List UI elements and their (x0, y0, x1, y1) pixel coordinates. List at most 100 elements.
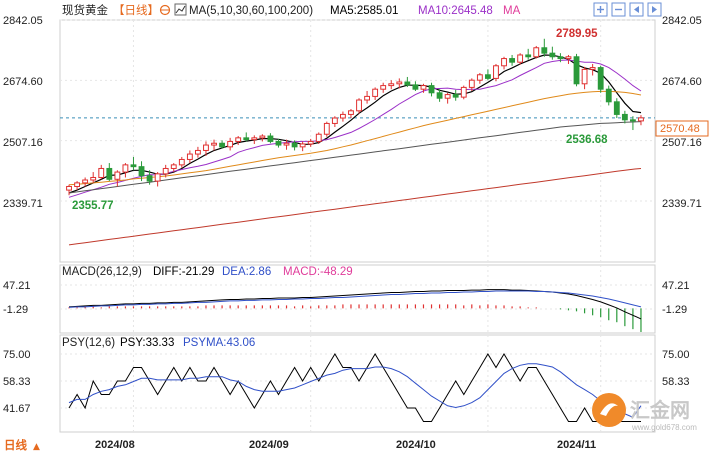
candle-body (178, 158, 185, 166)
period-tab-label[interactable]: 日线 (4, 438, 27, 452)
x-tick-1: 2024/09 (249, 439, 289, 451)
candle-body (348, 110, 354, 115)
candle-body (476, 74, 483, 81)
y-tick-right-2: 2507.16 (662, 137, 702, 149)
psy-lines (68, 353, 642, 422)
ma-toggle-icon[interactable] (174, 3, 187, 16)
candle-body (259, 135, 266, 139)
candle-body (485, 74, 491, 79)
x-tick-0: 2024/08 (95, 439, 135, 451)
candle-body (299, 143, 306, 148)
candle-body (307, 140, 314, 145)
psy-y-tick-left-2: 41.67 (3, 403, 31, 415)
candle-body (404, 81, 411, 86)
ma-params: MA(5,10,30,60,100,200) (189, 5, 313, 17)
psy-y-tick-right-1: 58.33 (662, 376, 690, 388)
psy-panel-frame (59, 334, 656, 433)
candle-body (122, 164, 129, 173)
candle-body (219, 142, 226, 148)
y-tick-left-1: 2674.60 (3, 76, 43, 88)
price-series (68, 54, 642, 246)
candle-body (452, 94, 459, 98)
candle-body (170, 164, 177, 169)
candle-body (493, 65, 499, 79)
candle-body (638, 117, 644, 122)
candle-body (428, 85, 435, 94)
period-tab-arrow-icon[interactable]: ▲ (33, 442, 40, 452)
macd-value: MACD:-48.29 (283, 266, 353, 278)
candle-body (66, 185, 72, 191)
candle-body (605, 88, 612, 103)
candle-body (251, 137, 258, 141)
candle-body (82, 179, 89, 184)
candle-body (106, 167, 113, 180)
candle-body (460, 86, 467, 98)
ma-line-ma200 (68, 168, 642, 246)
y-tick-left-0: 2842.05 (3, 15, 43, 27)
ma-more[interactable]: MA (503, 5, 521, 17)
psy-y-tick-right-0: 75.00 (662, 349, 690, 361)
period-label[interactable]: 【日线】 (113, 3, 159, 17)
candle-body (114, 171, 121, 180)
macd-dea: DEA:2.86 (222, 266, 271, 278)
ma-line-ma5 (68, 54, 642, 194)
arrow-left-icon[interactable] (629, 2, 644, 17)
instrument-name: 现货黄金 (62, 3, 108, 17)
candle-body (154, 173, 161, 182)
candle-body (517, 54, 524, 63)
grid (59, 19, 656, 433)
candle-body (356, 99, 362, 112)
candle-body (243, 137, 250, 141)
candle-body (613, 101, 620, 115)
candle-body (323, 122, 330, 135)
candle-body (340, 113, 346, 119)
macd-diff: DIFF:-21.29 (153, 266, 214, 278)
candle-body (573, 56, 580, 85)
y-tick-right-0: 2842.05 (662, 15, 702, 27)
candle-body (98, 167, 105, 178)
psy-y-tick-left-0: 75.00 (3, 349, 31, 361)
candle-body (412, 84, 419, 90)
candle-body (436, 92, 443, 99)
psy-y-tick-left-1: 58.33 (3, 376, 31, 388)
candle-body (533, 47, 540, 58)
arrow-right-icon[interactable] (647, 2, 662, 17)
y-tick-left-2: 2507.16 (3, 137, 43, 149)
candle-body (380, 85, 387, 90)
candle-body (130, 164, 137, 168)
candle-body (364, 95, 370, 101)
y-tick-right-3: 2339.71 (662, 198, 702, 210)
candle-body (146, 175, 153, 182)
candle-body (501, 58, 507, 67)
macd-panel-frame (59, 264, 656, 334)
candle-body (468, 79, 475, 88)
candle-body (549, 52, 556, 58)
ma5-value: MA5:2585.01 (330, 5, 398, 17)
candle-body (589, 67, 596, 70)
psy-line-psyma (68, 363, 642, 418)
settings-icon[interactable] (159, 4, 171, 16)
candle-body (211, 142, 217, 146)
psyma-value: PSYMA:43.06 (183, 337, 255, 349)
candle-body (235, 137, 242, 142)
macd-bars (68, 304, 642, 332)
x-tick-2: 2024/10 (396, 439, 436, 451)
candle-body (621, 113, 628, 121)
current-price: 2570.48 (660, 123, 700, 135)
candle-body (509, 58, 515, 63)
candle-body (283, 142, 290, 146)
watermark-logo: 汇金网 www.gold678.com (592, 393, 697, 432)
candle-body (420, 85, 427, 90)
period-tab[interactable]: 日线 ▲ (4, 438, 40, 452)
ma10-value: MA10:2645.48 (418, 5, 493, 17)
zoom-in-icon[interactable] (593, 2, 608, 17)
psy-value: PSY:33.33 (120, 337, 174, 349)
candle-body (557, 56, 564, 60)
recent-low-label: 2536.68 (566, 134, 608, 146)
ma-line-ma60 (68, 121, 642, 194)
high-label: 2789.95 (556, 28, 598, 40)
macd-y-tick-left-1: -1.29 (3, 304, 28, 316)
y-tick-left-3: 2339.71 (3, 198, 43, 210)
zoom-out-icon[interactable] (611, 2, 626, 17)
candle-body (267, 135, 274, 142)
